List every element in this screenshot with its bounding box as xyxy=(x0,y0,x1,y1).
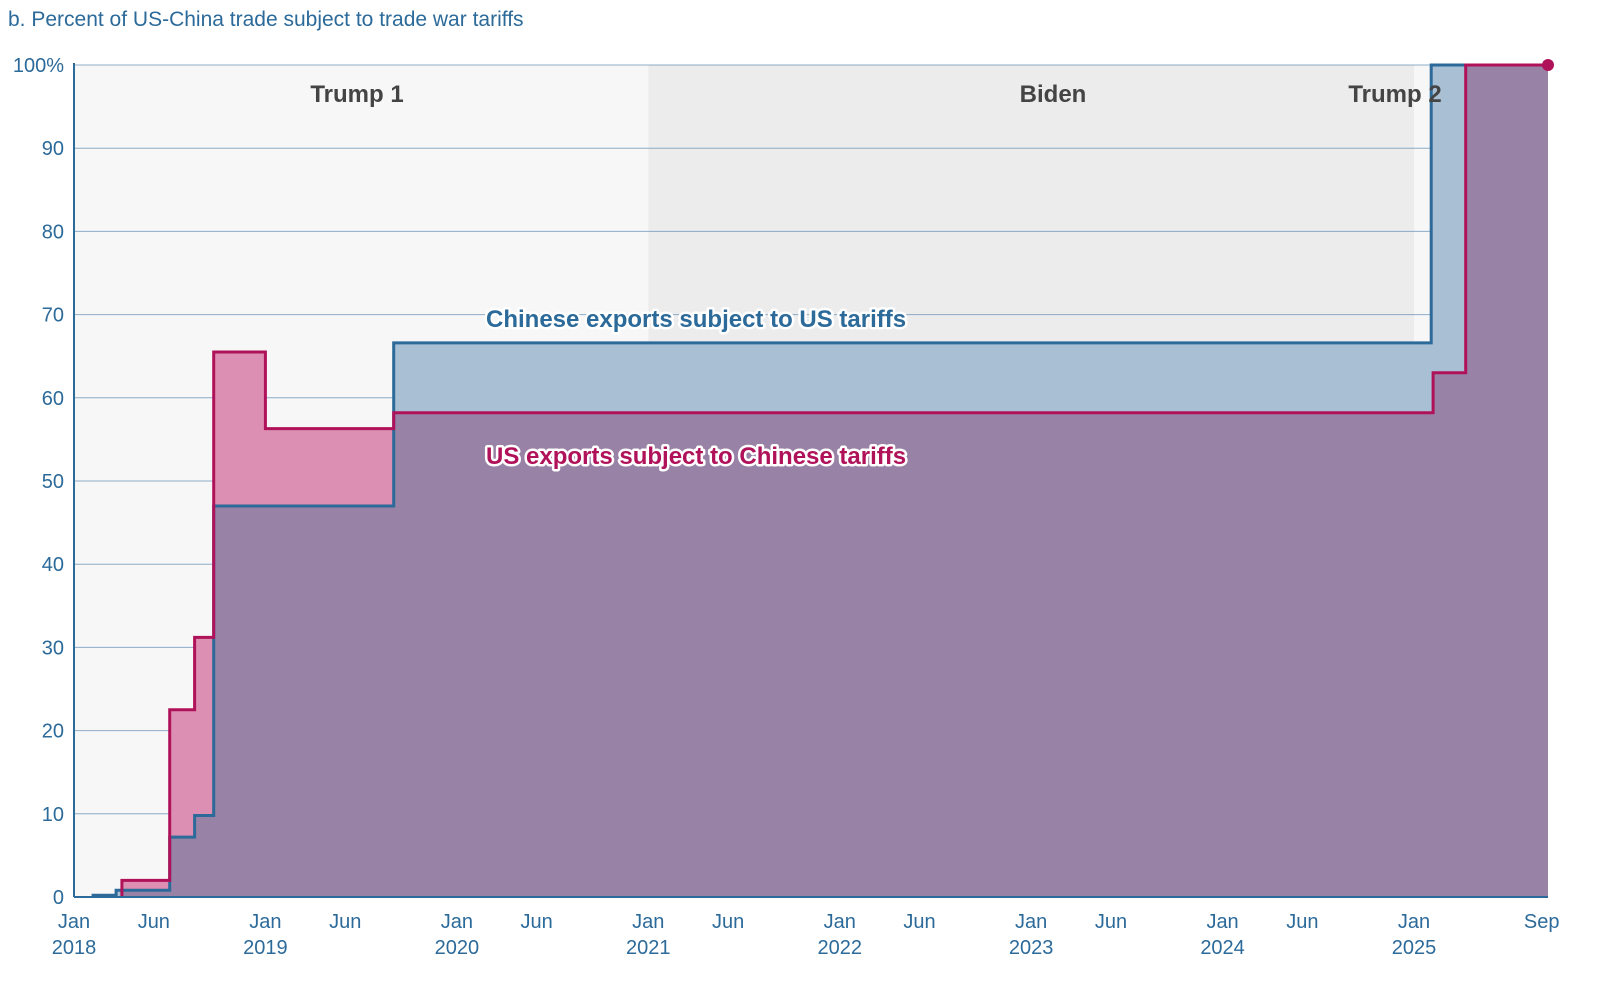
x-tick-sublabel-2019: 2019 xyxy=(243,937,288,959)
y-tick-label-0: 0 xyxy=(53,887,64,909)
x-tick-label-10: Jan xyxy=(1015,911,1047,933)
x-tick-sublabel-2022: 2022 xyxy=(817,937,862,959)
x-tick-sublabel-2020: 2020 xyxy=(435,937,480,959)
x-tick-label-3: Jun xyxy=(329,911,361,933)
y-axis-ticks: 0 10 20 30 40 50 60 70 80 90 100% xyxy=(13,55,64,909)
series-line-us-exports-subject-to-chinese-tariffs xyxy=(120,63,1548,897)
x-tick-label-4: Jan xyxy=(441,911,473,933)
x-tick-label-5: Jun xyxy=(521,911,553,933)
y-tick-label-100: 100% xyxy=(13,55,64,77)
x-tick-label-12: Jan xyxy=(1206,911,1238,933)
x-axis-ticks: Jan 2018 Jun Jan 2019 Jun Jan 2020 Jun Jan 2021 Jun… xyxy=(52,911,1560,959)
axes xyxy=(73,63,1548,898)
era-labels: Trump 1 Biden Trump 2 xyxy=(310,81,1441,108)
y-tick-label-30: 30 xyxy=(42,637,64,659)
y-tick-label-50: 50 xyxy=(42,471,64,493)
series-line-chinese-exports-subject-to-us-tariffs xyxy=(91,63,1548,897)
x-tick-label-13: Jun xyxy=(1286,911,1318,933)
x-tick-label-1: Jun xyxy=(138,911,170,933)
x-tick-label-9: Jun xyxy=(903,911,935,933)
y-tick-label-20: 20 xyxy=(42,721,64,743)
area-fill-overlap xyxy=(121,65,1548,897)
series-end-marker xyxy=(1542,59,1554,71)
x-tick-sublabel-2023: 2023 xyxy=(1009,937,1054,959)
y-tick-label-40: 40 xyxy=(42,554,64,576)
y-tick-label-70: 70 xyxy=(42,305,64,327)
series-lines xyxy=(91,59,1554,897)
x-tick-label-6: Jan xyxy=(632,911,664,933)
x-tick-label-0: Jan xyxy=(58,911,90,933)
x-tick-sublabel-2018: 2018 xyxy=(52,937,97,959)
area-fills xyxy=(93,65,1549,897)
y-tick-label-80: 80 xyxy=(42,221,64,243)
y-tick-label-90: 90 xyxy=(42,138,64,160)
x-tick-sublabel-2024: 2024 xyxy=(1200,937,1245,959)
x-tick-label-11: Jun xyxy=(1095,911,1127,933)
y-tick-label-60: 60 xyxy=(42,388,64,410)
series-label-chinese-exports-subject-to-us-tariffs: Chinese exports subject to US tariffs xyxy=(486,306,906,333)
y-tick-label-10: 10 xyxy=(42,804,64,826)
x-tick-label-15: Sep xyxy=(1524,911,1560,933)
x-tick-label-2: Jan xyxy=(249,911,281,933)
chart-title: b. Percent of US-China trade subject to … xyxy=(8,8,524,31)
x-tick-label-14: Jan xyxy=(1398,911,1430,933)
x-tick-sublabel-2021: 2021 xyxy=(626,937,671,959)
era-label-biden: Biden xyxy=(1020,81,1087,108)
x-tick-label-8: Jan xyxy=(824,911,856,933)
era-label-trump-2: Trump 2 xyxy=(1348,81,1441,108)
series-label-us-exports-subject-to-chinese-tariffs: US exports subject to Chinese tariffs xyxy=(486,443,906,470)
series-labels: Chinese exports subject to US tariffs US … xyxy=(484,304,909,473)
era-label-trump-1: Trump 1 xyxy=(310,81,403,108)
x-tick-label-7: Jun xyxy=(712,911,744,933)
x-tick-sublabel-2025: 2025 xyxy=(1392,937,1437,959)
